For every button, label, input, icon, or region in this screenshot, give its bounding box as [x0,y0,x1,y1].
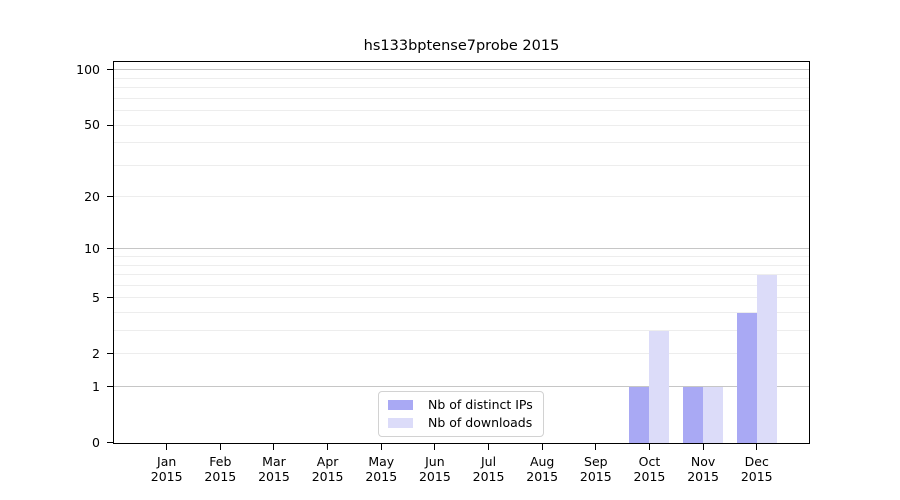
x-tick-label: Nov 2015 [687,454,719,484]
y-gridline-major [114,248,809,250]
y-gridline-minor [114,97,809,99]
y-tick-label: 5 [92,289,100,305]
y-gridline-minor [114,330,809,332]
y-gridline-minor [114,264,809,266]
x-tickmark [434,444,436,450]
bar-layer [114,62,809,443]
y-gridline-minor [114,124,809,126]
x-tickmark [756,444,758,450]
x-tick-label: Sep 2015 [579,454,612,484]
y-gridline-minor [114,87,809,89]
x-tick-label: Dec 2015 [740,454,773,484]
legend: Nb of distinct IPs Nb of downloads [378,391,544,437]
y-tick-label: 10 [84,240,100,256]
y-gridline-minor [114,353,809,355]
y-gridline-minor [114,164,809,166]
y-gridline-minor [114,312,809,314]
legend-label-downloads: Nb of downloads [428,415,533,430]
y-gridline-major [114,386,809,388]
y-gridline-minor [114,274,809,276]
legend-swatch-distinct-ips [388,400,413,410]
y-tick-label: 1 [92,378,100,394]
y-tickmark [107,442,113,443]
x-tick-label: May 2015 [365,454,398,484]
y-tickmark [107,386,113,388]
x-tickmark [219,444,221,450]
legend-item-distinct-ips: Nb of distinct IPs [388,398,543,412]
bar-nb-of-downloads [649,330,670,443]
y-tickmark [107,124,113,126]
y-tickmark [107,69,113,71]
chart-title: hs133bptense7probe 2015 [363,38,560,54]
y-tickmark [107,353,113,355]
x-tick-label: Feb 2015 [204,454,237,484]
grid-layer [114,62,809,443]
y-tick-label: 50 [84,117,100,133]
y-gridline-minor [114,77,809,79]
x-tick-label: Jun 2015 [418,454,451,484]
y-tickmark [107,196,113,198]
y-gridline-major [114,69,809,71]
y-gridline-minor [114,110,809,112]
y-tickmark [107,248,113,250]
x-tickmark [702,444,704,450]
x-tickmark [595,444,597,450]
y-gridline-minor [114,284,809,286]
x-tick-label: Jul 2015 [472,454,505,484]
legend-label-distinct-ips: Nb of distinct IPs [428,397,533,412]
plot-area: Nb of distinct IPs Nb of downloads [113,61,810,444]
bar-nb-of-distinct-ips [629,386,650,443]
x-tick-label: Jan 2015 [150,454,183,484]
x-tickmark [166,444,168,450]
bar-nb-of-downloads [756,274,777,443]
x-tick-label: Oct 2015 [633,454,666,484]
legend-swatch-downloads [388,418,413,428]
x-tickmark [648,444,650,450]
x-tickmark [488,444,490,450]
x-tickmark [380,444,382,450]
y-tick-label: 0 [92,434,100,450]
x-tick-label: Mar 2015 [258,454,290,484]
x-tickmark [541,444,543,450]
y-gridline-minor [114,196,809,198]
bar-nb-of-distinct-ips [736,312,757,443]
x-tickmark [273,444,275,450]
bar-nb-of-distinct-ips [683,386,704,443]
y-tick-label: 2 [92,345,100,361]
y-tick-label: 20 [84,188,100,204]
x-tick-label: Apr 2015 [311,454,344,484]
y-tick-label: 100 [76,61,100,77]
bar-nb-of-downloads [703,386,724,443]
y-gridline-minor [114,256,809,258]
legend-item-downloads: Nb of downloads [388,416,543,430]
y-tickmark [107,297,113,299]
y-gridline-minor [114,142,809,144]
x-tickmark [327,444,329,450]
x-tick-label: Aug 2015 [526,454,559,484]
y-gridline-minor [114,297,809,299]
